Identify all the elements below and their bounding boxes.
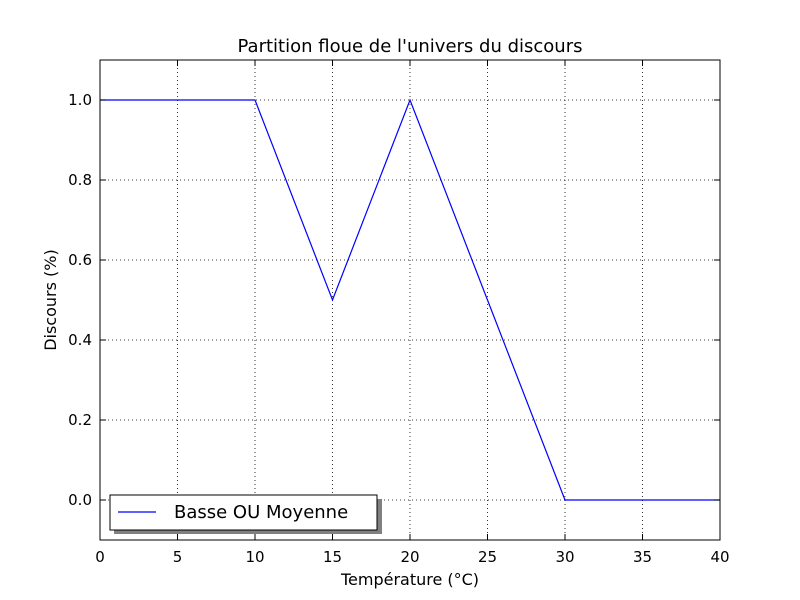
axis-ticks: 0 5 10 15 20 25 30 35 40 0.0 0.2 0.4 0.6 0.8 1.0 (68, 60, 730, 566)
y-tick-label: 0.0 (68, 491, 92, 509)
x-tick-label: 5 (173, 548, 183, 566)
legend-entry-label: Basse OU Moyenne (174, 502, 348, 523)
chart-title: Partition floue de l'univers du discours (238, 36, 583, 57)
x-tick-label: 20 (400, 548, 419, 566)
x-tick-label: 40 (710, 548, 729, 566)
legend: Basse OU Moyenne (109, 494, 382, 534)
y-tick-label: 0.4 (68, 331, 92, 349)
x-tick-label: 0 (95, 548, 105, 566)
x-tick-label: 25 (478, 548, 497, 566)
x-tick-label: 15 (323, 548, 342, 566)
x-tick-label: 35 (633, 548, 652, 566)
x-axis-label: Température (°C) (340, 570, 479, 589)
x-tick-label: 10 (245, 548, 264, 566)
data-series (100, 98, 720, 501)
x-tick-label: 30 (555, 548, 574, 566)
y-tick-label: 1.0 (68, 91, 92, 109)
y-tick-label: 0.2 (68, 411, 92, 429)
y-axis-label: Discours (%) (41, 249, 60, 351)
series-line (100, 98, 720, 501)
y-tick-label: 0.6 (68, 251, 92, 269)
y-tick-label: 0.8 (68, 171, 92, 189)
